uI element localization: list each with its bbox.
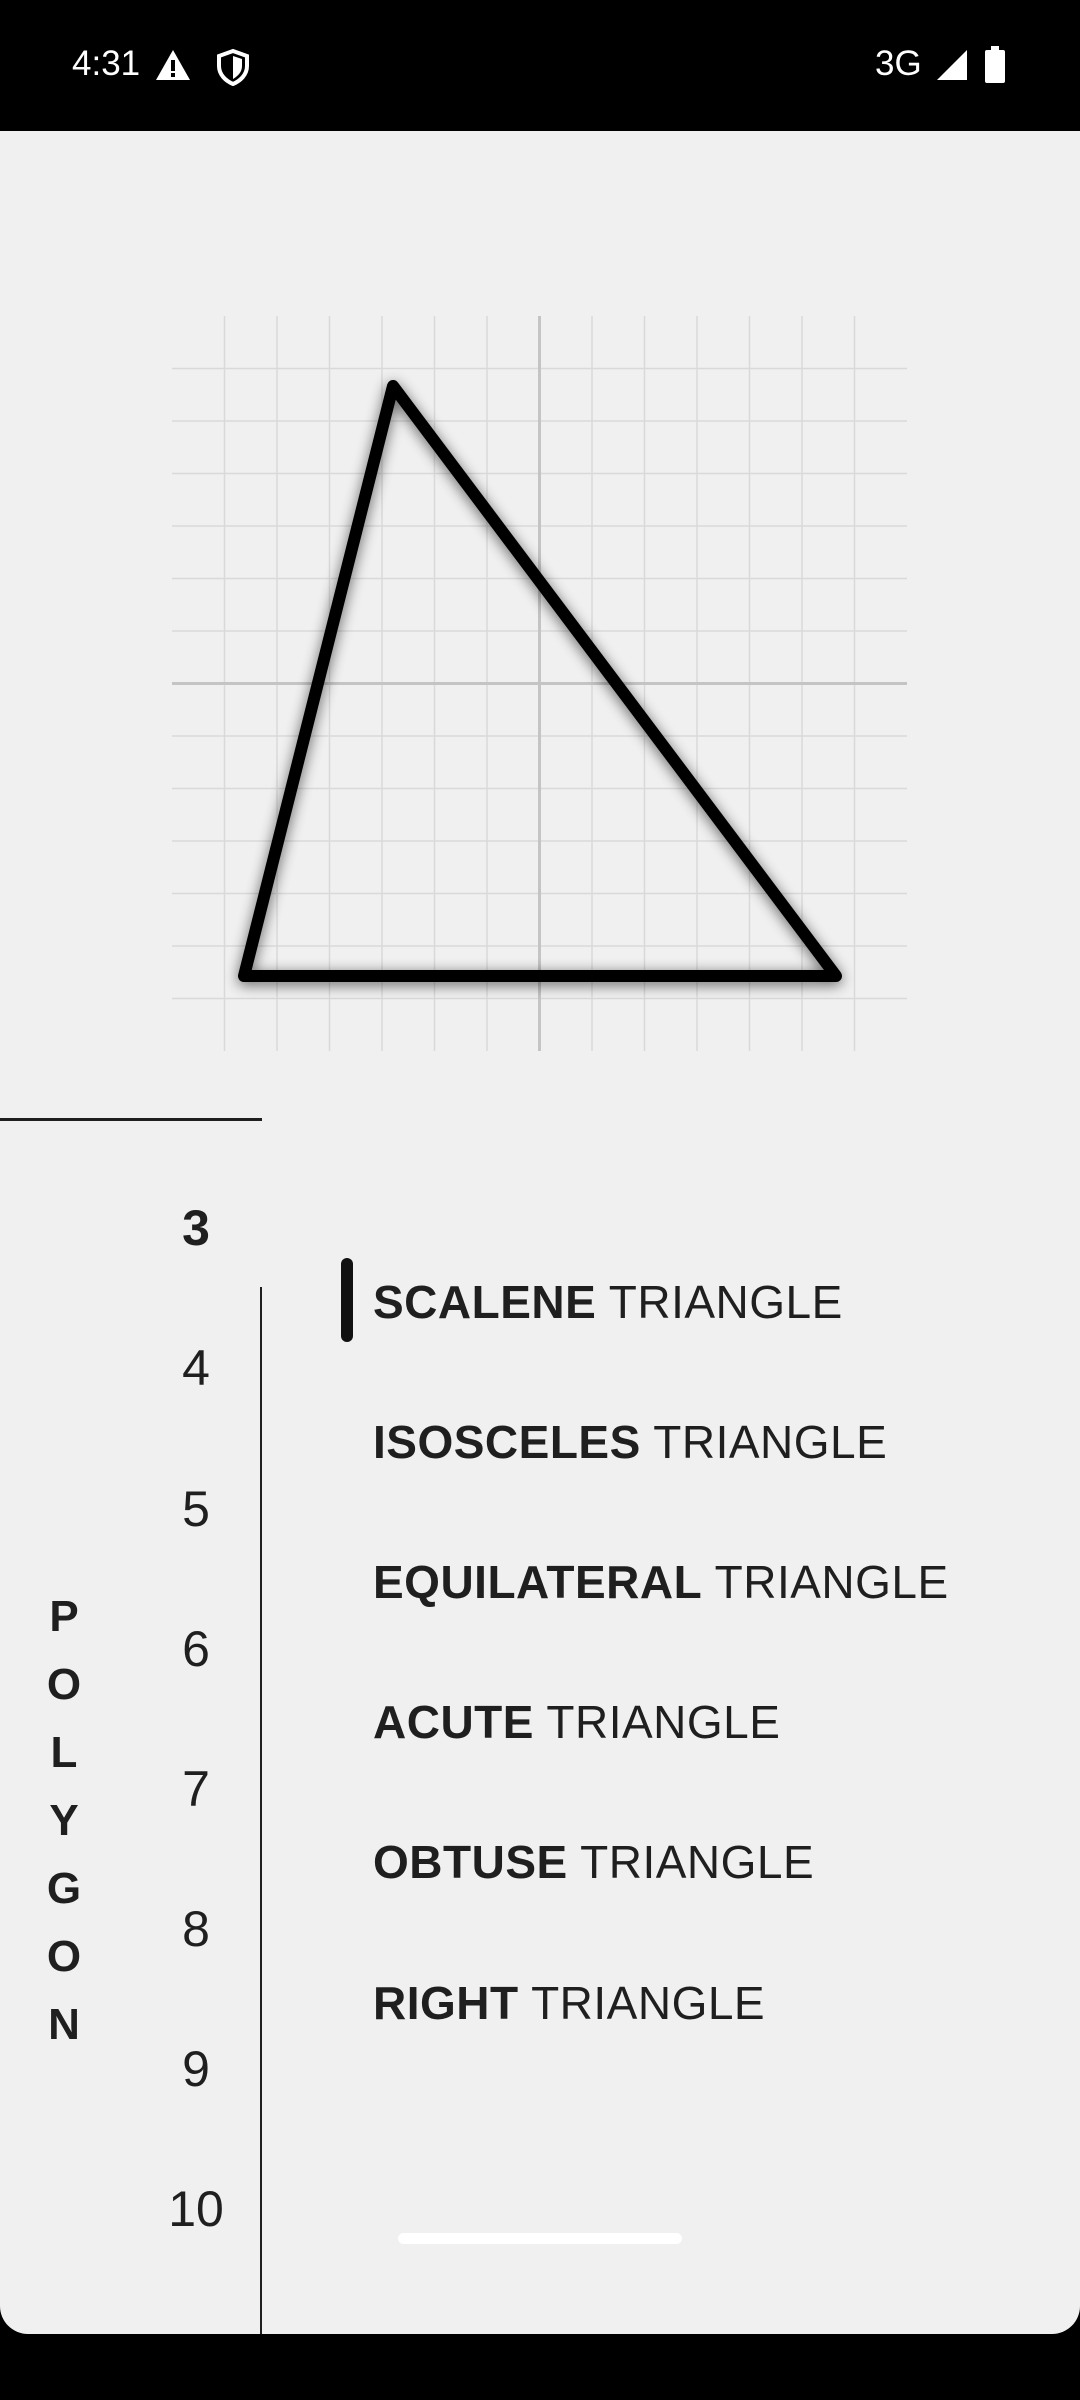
triangle-shape: [238, 380, 842, 982]
network-type: 3G: [875, 44, 922, 83]
type-item-acute[interactable]: ACUTE TRIANGLE: [373, 1696, 781, 1748]
home-gesture-handle[interactable]: [398, 2233, 682, 2244]
count-item-10[interactable]: 10: [168, 2181, 224, 2237]
selection-indicator: [341, 1258, 353, 1342]
status-bar: 4:31 3G: [0, 0, 1080, 131]
signal-icon: [935, 48, 969, 87]
status-time: 4:31: [72, 44, 141, 83]
type-item-right[interactable]: RIGHT TRIANGLE: [373, 1977, 766, 2029]
count-item-7[interactable]: 7: [182, 1761, 210, 1817]
grid-axes: [172, 316, 907, 1051]
type-item-scalene[interactable]: SCALENE TRIANGLE: [373, 1276, 843, 1328]
polygon-vertical-label: P O L Y G O N: [46, 1592, 82, 2049]
count-item-4[interactable]: 4: [182, 1340, 210, 1396]
type-item-equilateral[interactable]: EQUILATERAL TRIANGLE: [373, 1556, 949, 1608]
shield-icon: [216, 48, 250, 91]
app-content: P O L Y G O N 3 4 5 6 7 8 9 10 SCALENE T…: [0, 131, 1080, 2334]
triangle-figure: [172, 316, 907, 1051]
count-item-5[interactable]: 5: [182, 1481, 210, 1537]
vertical-divider: [260, 1287, 262, 2334]
type-item-obtuse[interactable]: OBTUSE TRIANGLE: [373, 1836, 815, 1888]
type-item-isosceles[interactable]: ISOSCELES TRIANGLE: [373, 1416, 888, 1468]
count-item-6[interactable]: 6: [182, 1621, 210, 1677]
battery-icon: [984, 46, 1006, 89]
count-item-8[interactable]: 8: [182, 1901, 210, 1957]
count-item-9[interactable]: 9: [182, 2041, 210, 2097]
warning-icon: [154, 48, 192, 87]
divider: [0, 1118, 262, 1121]
navigation-bar: [0, 2334, 1080, 2400]
count-item-3[interactable]: 3: [182, 1200, 210, 1256]
